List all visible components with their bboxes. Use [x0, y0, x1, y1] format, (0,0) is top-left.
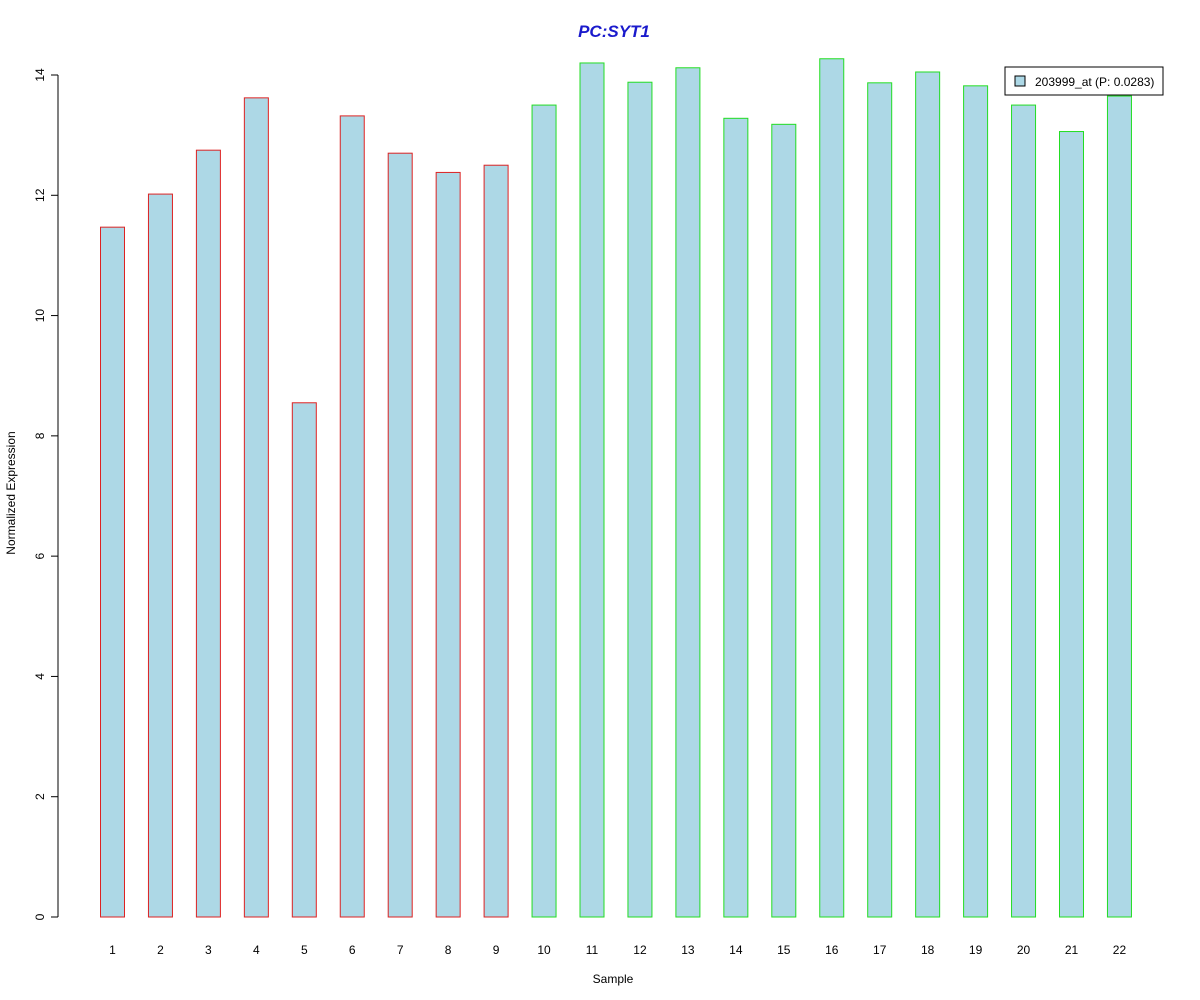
y-axis-tick-label: 12	[33, 188, 47, 202]
bar	[1059, 131, 1084, 918]
legend-swatch	[1014, 75, 1026, 87]
bar	[387, 152, 413, 918]
x-axis-tick-label: 17	[873, 943, 887, 957]
y-axis-tick-label: 4	[33, 673, 47, 680]
chart-title: PC:SYT1	[578, 22, 650, 41]
bar	[483, 164, 509, 918]
x-axis-tick-label: 5	[301, 943, 308, 957]
x-axis-tick-label: 11	[586, 943, 599, 957]
y-axis-label: Normalized Expression	[4, 431, 18, 554]
bar	[915, 71, 941, 918]
bar	[531, 104, 557, 918]
legend-box	[1004, 66, 1164, 96]
x-axis-tick-label: 8	[445, 943, 452, 957]
y-axis-tick-label: 6	[33, 552, 47, 559]
x-axis-tick-label: 2	[157, 943, 164, 957]
x-axis-tick-label: 13	[681, 943, 695, 957]
y-axis-tick-label: 0	[33, 913, 47, 920]
x-axis-label: Sample	[593, 972, 634, 986]
bar	[1106, 95, 1132, 918]
bar	[963, 85, 989, 918]
bar	[819, 58, 845, 918]
x-axis-tick-label: 14	[729, 943, 743, 957]
x-axis-tick-label: 16	[825, 943, 839, 957]
y-axis-tick-label: 10	[33, 309, 47, 323]
x-axis-tick-label: 15	[777, 943, 791, 957]
bar	[147, 193, 173, 918]
bar	[1011, 104, 1037, 918]
x-axis-tick-label: 18	[921, 943, 935, 957]
bar	[100, 226, 125, 918]
bar	[243, 97, 269, 918]
legend-entry: 203999_at (P: 0.0283)	[1035, 75, 1154, 89]
x-axis-tick-label: 20	[1017, 943, 1031, 957]
x-axis-tick-label: 22	[1113, 943, 1127, 957]
y-axis-tick-label: 8	[33, 432, 47, 439]
bar	[675, 67, 701, 918]
x-axis-tick-label: 7	[397, 943, 404, 957]
x-axis-tick-labels: 1 2 3 4 5 6 7 8 9 10 11 12 13 14 15 16 17 18 19 20 21 22	[109, 943, 1126, 957]
x-axis-tick-label: 12	[633, 943, 647, 957]
bars	[100, 58, 1132, 918]
bar	[435, 171, 461, 918]
bar	[771, 123, 797, 918]
y-axis-tick-label: 2	[33, 793, 47, 800]
x-axis-tick-label: 4	[253, 943, 260, 957]
bar	[723, 117, 749, 918]
x-axis-tick-label: 19	[969, 943, 983, 957]
legend: 203999_at (P: 0.0283)	[1004, 66, 1164, 96]
y-axis: 0 2 4 6 8 10 12 14	[33, 68, 59, 920]
x-axis-tick-label: 6	[349, 943, 356, 957]
x-axis-tick-label: 3	[205, 943, 212, 957]
bar	[291, 402, 317, 918]
x-axis-tick-label: 1	[109, 943, 116, 957]
x-axis-tick-label: 10	[537, 943, 551, 957]
bar	[579, 62, 605, 918]
bar	[339, 115, 365, 918]
x-axis-tick-label: 9	[493, 943, 500, 957]
bar	[867, 82, 893, 918]
x-axis-tick-label: 21	[1065, 943, 1079, 957]
y-axis-tick-label: 14	[33, 68, 47, 82]
bar	[627, 81, 653, 918]
bar	[195, 149, 221, 918]
